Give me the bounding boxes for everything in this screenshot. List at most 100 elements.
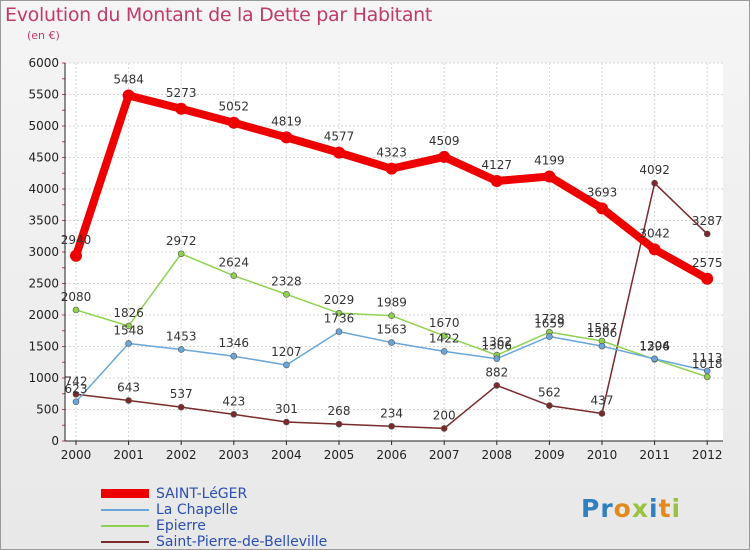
legend-swatch bbox=[101, 541, 149, 543]
y-tick-label: 5000 bbox=[28, 119, 59, 133]
data-label: 4092 bbox=[639, 163, 670, 177]
data-label: 742 bbox=[65, 374, 88, 388]
data-label: 4199 bbox=[534, 153, 565, 167]
brand-letter: x bbox=[631, 494, 649, 523]
legend-label: SAINT-LéGER bbox=[156, 486, 248, 502]
data-label: 1304 bbox=[639, 339, 670, 353]
y-tick-label: 5500 bbox=[28, 88, 59, 102]
legend-swatch bbox=[101, 489, 149, 498]
legend-swatch bbox=[101, 509, 149, 511]
data-label: 1736 bbox=[324, 312, 355, 326]
data-label: 2940 bbox=[61, 233, 92, 247]
data-label: 4577 bbox=[324, 130, 355, 144]
data-point bbox=[596, 202, 608, 215]
data-point bbox=[651, 355, 658, 363]
data-label: 1422 bbox=[429, 331, 460, 345]
x-tick-label: 2011 bbox=[639, 448, 670, 462]
data-point bbox=[648, 243, 661, 256]
data-label: 1670 bbox=[429, 316, 460, 330]
data-label: 2029 bbox=[324, 293, 355, 307]
data-point bbox=[177, 250, 185, 258]
data-point bbox=[703, 230, 711, 238]
brand-letter: i bbox=[649, 494, 659, 523]
data-point bbox=[72, 398, 80, 406]
data-label: 2080 bbox=[61, 290, 92, 304]
data-point bbox=[175, 102, 188, 115]
data-point bbox=[385, 162, 398, 175]
data-label: 268 bbox=[328, 404, 351, 418]
data-point bbox=[335, 309, 343, 317]
data-point bbox=[546, 402, 553, 409]
brand-letter: o bbox=[613, 494, 632, 523]
data-label: 1306 bbox=[482, 339, 513, 353]
data-label: 2575 bbox=[692, 256, 723, 270]
data-point bbox=[335, 420, 343, 428]
data-point bbox=[490, 174, 503, 187]
data-point bbox=[72, 390, 80, 398]
x-tick-label: 2009 bbox=[534, 448, 565, 462]
brand-letter: P bbox=[581, 494, 601, 523]
data-label: 2624 bbox=[219, 256, 250, 270]
legend-label: Epierre bbox=[156, 518, 206, 534]
data-label: 1362 bbox=[482, 335, 513, 349]
data-point bbox=[388, 422, 395, 430]
data-point bbox=[703, 367, 711, 375]
data-point bbox=[230, 411, 238, 418]
data-point bbox=[227, 116, 240, 129]
data-label: 301 bbox=[275, 402, 298, 416]
chart-title: Evolution du Montant de la Dette par Hab… bbox=[5, 4, 433, 26]
data-label: 4819 bbox=[271, 114, 302, 128]
data-label: 3693 bbox=[587, 185, 618, 199]
brand-letter: r bbox=[600, 494, 614, 523]
data-label: 3042 bbox=[639, 226, 670, 240]
legend-label: Saint-Pierre-de-Belleville bbox=[156, 534, 328, 550]
data-label: 562 bbox=[538, 386, 561, 400]
data-label: 1453 bbox=[166, 329, 197, 343]
brand-letter: t bbox=[658, 494, 672, 523]
data-label: 1728 bbox=[534, 312, 565, 326]
data-label: 437 bbox=[591, 393, 614, 407]
data-label: 1826 bbox=[113, 306, 144, 320]
data-point bbox=[598, 342, 606, 350]
data-label: 1113 bbox=[692, 351, 723, 365]
data-point bbox=[703, 373, 711, 381]
data-label: 1989 bbox=[376, 296, 407, 310]
data-point bbox=[177, 403, 185, 411]
x-tick-label: 2008 bbox=[482, 448, 513, 462]
x-tick-label: 2000 bbox=[61, 448, 92, 462]
data-label: 5273 bbox=[166, 86, 197, 100]
y-tick-label: 0 bbox=[51, 434, 59, 448]
data-point bbox=[543, 170, 556, 183]
data-label: 643 bbox=[117, 380, 140, 394]
data-label: 4323 bbox=[376, 146, 407, 160]
data-point bbox=[125, 340, 132, 347]
data-point bbox=[493, 382, 501, 389]
data-label: 234 bbox=[380, 406, 403, 420]
data-point bbox=[283, 361, 290, 369]
data-point bbox=[440, 425, 448, 432]
data-label: 1563 bbox=[376, 323, 407, 337]
data-label: 537 bbox=[170, 387, 193, 401]
x-tick-label: 2005 bbox=[324, 448, 355, 462]
data-point bbox=[125, 322, 132, 330]
data-point bbox=[283, 291, 290, 298]
y-tick-label: 4500 bbox=[28, 151, 59, 165]
x-tick-label: 2010 bbox=[587, 448, 618, 462]
x-tick-label: 2003 bbox=[219, 448, 250, 462]
data-point bbox=[125, 397, 132, 404]
data-label: 2328 bbox=[271, 274, 302, 288]
y-tick-label: 6000 bbox=[28, 56, 59, 70]
data-label: 4127 bbox=[482, 158, 513, 172]
data-label: 1018 bbox=[692, 357, 723, 371]
data-point bbox=[440, 348, 448, 355]
y-tick-label: 2500 bbox=[28, 277, 59, 291]
data-point bbox=[598, 410, 606, 417]
brand-logo: Proxiti bbox=[581, 494, 681, 523]
data-point bbox=[701, 272, 714, 285]
data-label: 4509 bbox=[429, 134, 460, 148]
data-label: 1659 bbox=[534, 316, 565, 330]
data-point bbox=[280, 131, 293, 144]
data-label: 423 bbox=[222, 394, 245, 408]
data-label: 1207 bbox=[271, 345, 302, 359]
